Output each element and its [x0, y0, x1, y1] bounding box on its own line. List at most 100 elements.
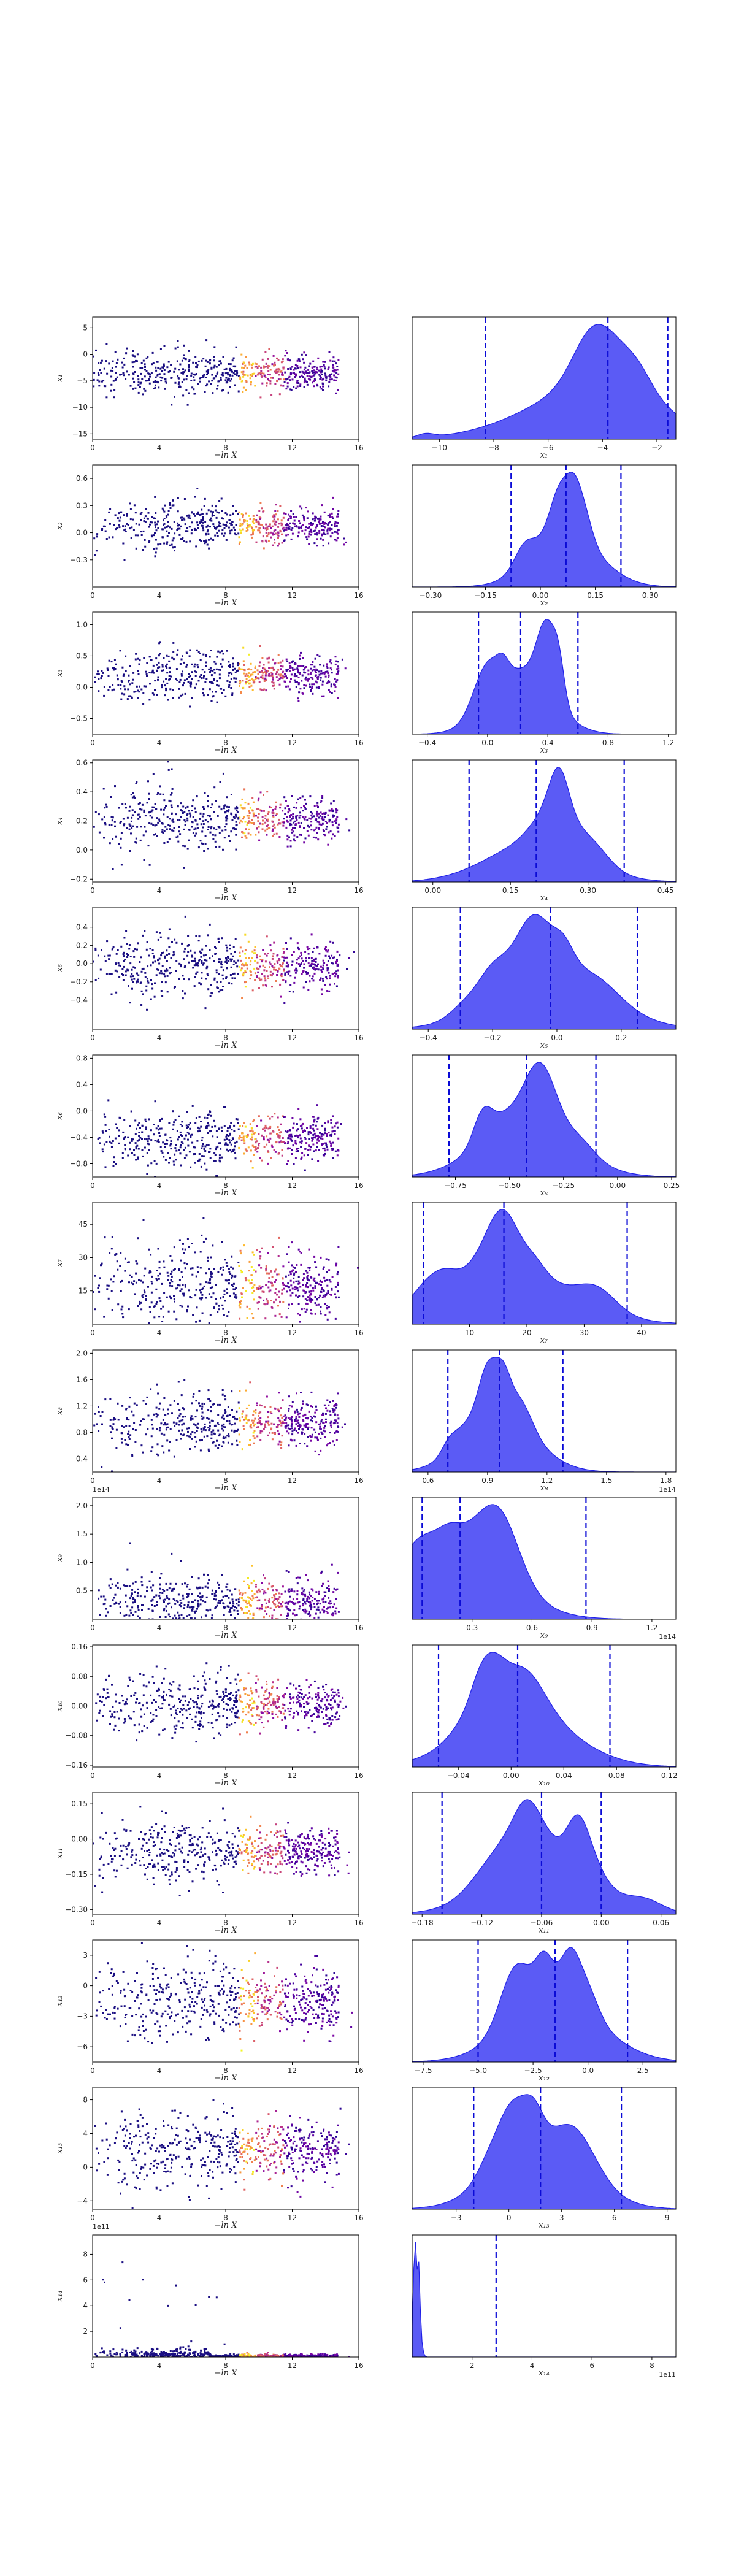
sample-point [323, 695, 325, 697]
sample-point [282, 948, 285, 950]
sample-point [201, 1139, 203, 1141]
sample-point [151, 983, 153, 986]
sample-point [240, 1271, 243, 1274]
sample-point [103, 1143, 105, 1146]
sample-point [305, 1142, 308, 1144]
sample-point [328, 385, 330, 388]
sample-point [264, 669, 266, 671]
sample-point [123, 960, 125, 962]
sample-point [157, 792, 159, 794]
sample-point [259, 1297, 262, 1299]
sample-point [200, 823, 202, 826]
sample-point [305, 684, 307, 687]
sample-point [151, 987, 154, 990]
sample-point [170, 1140, 172, 1143]
sample-point [250, 1149, 252, 1152]
sample-point [158, 661, 160, 664]
sample-point [142, 934, 144, 937]
sample-point [110, 383, 113, 386]
sample-point [299, 385, 302, 387]
sample-point [113, 389, 116, 391]
sample-point [294, 820, 297, 822]
sample-point [159, 543, 162, 545]
sample-point [269, 1432, 271, 1434]
sample-point [209, 1314, 212, 1316]
sample-point [118, 807, 120, 809]
sample-point [196, 521, 199, 524]
sample-point [243, 672, 245, 675]
sample-point [299, 825, 301, 827]
sample-point [243, 664, 245, 666]
sample-point [292, 1126, 294, 1129]
sample-point [258, 831, 260, 834]
sample-point [111, 948, 113, 951]
sample-point [174, 550, 175, 552]
sample-point [266, 1272, 268, 1275]
sample-point [156, 374, 159, 375]
sample-point [275, 369, 277, 372]
sample-point [136, 972, 138, 975]
sample-point [310, 522, 312, 524]
sample-point [120, 698, 123, 700]
sample-point [120, 864, 123, 866]
sample-point [230, 687, 232, 689]
sample-point [329, 661, 331, 663]
sample-point [245, 957, 247, 959]
sample-point [142, 967, 145, 970]
sample-point [234, 366, 236, 368]
sample-point [339, 954, 341, 957]
sample-point [191, 521, 193, 524]
sample-point [214, 840, 217, 843]
sample-point [175, 1149, 178, 1152]
sample-point [327, 515, 329, 517]
sample-point [189, 649, 191, 651]
sample-point [188, 526, 191, 528]
sample-point [122, 1336, 124, 1338]
sample-point [315, 672, 317, 673]
sample-point [238, 667, 240, 669]
sample-point [104, 823, 107, 826]
sample-point [188, 359, 191, 362]
sample-point [335, 379, 337, 381]
sample-point [245, 673, 248, 676]
sample-point [326, 1284, 329, 1287]
kde-x-tick-label: −0.50 [498, 1181, 521, 1190]
sample-point [247, 821, 250, 824]
sample-point [286, 821, 289, 823]
sample-point [175, 960, 178, 962]
sample-point [183, 344, 185, 347]
sample-point [105, 805, 108, 808]
sample-point [215, 1346, 217, 1347]
sample-point [160, 970, 163, 972]
sample-point [164, 504, 166, 507]
sample-point [239, 1135, 241, 1137]
sample-point [275, 1141, 278, 1143]
sample-point [140, 531, 142, 533]
sample-point [158, 1297, 161, 1300]
sample-point [281, 372, 283, 374]
kde-x-axis-label: x₃ [540, 746, 548, 755]
sample-point [158, 1278, 160, 1280]
sample-point [316, 1117, 319, 1120]
sample-point [199, 380, 201, 383]
sample-point [272, 532, 274, 535]
sample-point [251, 1287, 253, 1289]
sample-point [217, 815, 219, 817]
sample-point [296, 959, 298, 961]
sample-point [159, 1120, 161, 1122]
sample-point [144, 1291, 146, 1294]
sample-point [286, 1290, 288, 1293]
sample-point [114, 379, 117, 381]
sample-point [182, 693, 184, 696]
y-tick-label: 0.2 [76, 817, 88, 826]
sample-point [116, 1260, 118, 1263]
sample-point [277, 823, 279, 826]
sample-point [179, 833, 182, 835]
sample-point [207, 975, 209, 976]
sample-point [315, 686, 318, 689]
sample-point [266, 1135, 268, 1138]
sample-point [120, 1308, 123, 1311]
sample-point [320, 965, 322, 968]
sample-point [110, 816, 113, 818]
sample-point [316, 534, 318, 536]
